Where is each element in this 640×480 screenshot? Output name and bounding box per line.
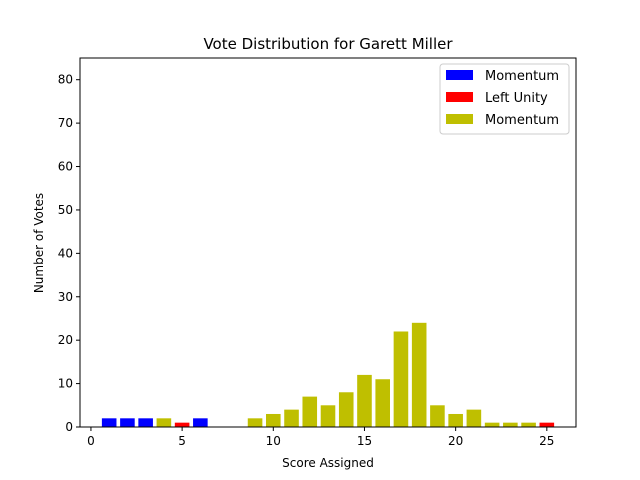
bar-2-14 (338, 392, 354, 427)
bar-2-16 (375, 379, 390, 427)
x-tick-label: 25 (539, 434, 554, 448)
bar-2-11 (284, 409, 299, 427)
y-tick-label: 40 (58, 246, 73, 260)
bar-1-25 (539, 422, 555, 427)
bar-2-23 (503, 422, 518, 427)
y-tick-label: 30 (58, 290, 73, 304)
chart-title: Vote Distribution for Garett Miller (203, 35, 453, 53)
bar-1-5 (174, 422, 190, 427)
y-tick-label: 50 (58, 203, 73, 217)
x-axis-label: Score Assigned (282, 456, 374, 470)
y-tick-label: 0 (65, 420, 73, 434)
bar-2-4 (156, 418, 172, 427)
bar-2-21 (466, 409, 482, 427)
legend: Momentum Left Unity Momentum (439, 63, 570, 135)
x-tick-label: 15 (357, 434, 372, 448)
legend-swatch (446, 70, 473, 80)
y-tick-label: 20 (58, 333, 73, 347)
bar-2-10 (266, 413, 281, 427)
y-axis-label: Number of Votes (32, 193, 46, 293)
bar-0-6 (193, 418, 208, 427)
bar-2-19 (430, 405, 445, 427)
bar-0-1 (101, 418, 117, 427)
legend-label: Momentum (485, 69, 559, 84)
bar-2-13 (320, 405, 336, 427)
legend-swatch (446, 92, 473, 102)
legend-swatch (446, 114, 473, 124)
bar-2-22 (484, 422, 500, 427)
x-tick-label: 10 (266, 434, 281, 448)
x-axis-ticks: 0 5 10 15 20 25 (87, 427, 554, 448)
plot-frame (79, 57, 577, 428)
bar-2-18 (411, 322, 427, 427)
bar-0-2 (120, 418, 135, 427)
y-tick-label: 80 (58, 73, 73, 87)
bar-0-3 (138, 418, 153, 427)
legend-label: Momentum (485, 113, 559, 128)
y-tick-label: 10 (58, 377, 73, 391)
y-tick-label: 60 (58, 160, 73, 174)
bar-2-15 (357, 374, 372, 427)
bar-2-17 (393, 331, 409, 427)
bar-2-24 (521, 422, 536, 427)
bar-2-9 (247, 418, 263, 427)
bar-2-12 (302, 396, 318, 427)
y-tick-label: 70 (58, 116, 73, 130)
bars-group (101, 322, 555, 427)
y-axis-ticks: 0 10 20 30 40 50 60 70 80 (58, 73, 80, 434)
x-tick-label: 0 (87, 434, 95, 448)
x-tick-label: 5 (178, 434, 186, 448)
bar-2-20 (448, 413, 463, 427)
legend-label: Left Unity (485, 91, 548, 106)
x-tick-label: 20 (448, 434, 463, 448)
